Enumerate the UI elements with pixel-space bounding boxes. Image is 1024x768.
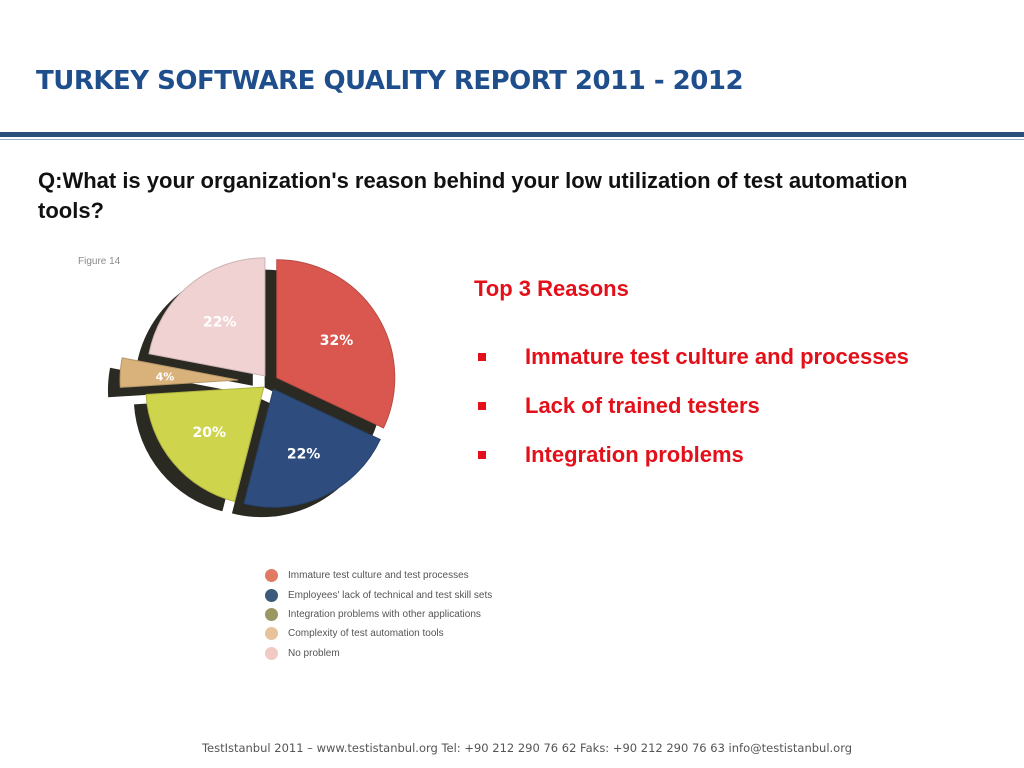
pie-slice-label-2: 20%	[193, 425, 227, 441]
legend-label-2: Integration problems with other applicat…	[288, 608, 481, 620]
legend-swatch-2	[265, 607, 278, 621]
pie-slice-2	[145, 386, 265, 502]
legend-label-4: No problem	[288, 647, 340, 659]
pie-chart: 32% 22% 20% 4% 22%	[107, 257, 396, 518]
pie-slice-label-0: 32%	[320, 333, 354, 349]
pie-labels-layer: 32% 22% 20% 4% 22%	[156, 314, 354, 462]
reasons-heading: Top 3 Reasons	[474, 276, 629, 301]
reason-item-1: Immature test culture and processes	[474, 326, 909, 387]
legend-swatch-4	[265, 646, 278, 660]
pie-slice-1	[243, 388, 381, 508]
legend-item-2: Integration problems with other applicat…	[265, 605, 492, 624]
pie-slice-0	[276, 259, 396, 429]
legend-item-0: Immature test culture and test processes	[265, 566, 492, 585]
legend-item-3: Complexity of test automation tools	[265, 624, 492, 643]
legend-swatch-1	[265, 588, 278, 602]
reason-item-2: Lack of trained testers	[474, 375, 909, 436]
pie-slice-3	[119, 357, 239, 388]
chart-legend: Immature test culture and test processes…	[265, 566, 492, 663]
legend-swatch-3	[265, 627, 278, 641]
title-divider-thin	[0, 139, 1024, 140]
legend-label-0: Immature test culture and test processes	[288, 570, 469, 582]
slide-footer: TestIstanbul 2011 – www.testistanbul.org…	[201, 741, 853, 755]
top-reasons-panel: Top 3 Reasons Immature test culture and …	[474, 276, 909, 485]
reason-item-3: Integration problems	[474, 424, 909, 485]
legend-swatch-0	[265, 569, 278, 583]
pie-slice-label-1: 22%	[287, 446, 321, 462]
square-bullet-icon	[478, 450, 486, 459]
square-bullet-icon	[478, 352, 486, 361]
pie-slice-label-4: 22%	[203, 314, 237, 330]
square-bullet-icon	[478, 401, 486, 410]
figure-label: Figure 14	[78, 256, 121, 267]
page-title: TURKEY SOFTWARE QUALITY REPORT 2011 - 20…	[36, 66, 744, 96]
pie-slice-4	[148, 257, 266, 377]
legend-label-1: Employees' lack of technical and test sk…	[288, 589, 493, 601]
legend-item-1: Employees' lack of technical and test sk…	[265, 585, 492, 604]
reason-text-3: Integration problems	[525, 441, 744, 467]
legend-item-4: No problem	[265, 644, 492, 663]
pie-slice-label-3: 4%	[156, 370, 175, 383]
reason-text-2: Lack of trained testers	[525, 392, 760, 418]
pie-slices-layer	[119, 257, 396, 508]
legend-label-3: Complexity of test automation tools	[288, 628, 444, 640]
reason-text-1: Immature test culture and processes	[525, 343, 909, 369]
title-divider	[0, 132, 1024, 137]
survey-question: Q:What is your organization's reason beh…	[38, 168, 908, 223]
